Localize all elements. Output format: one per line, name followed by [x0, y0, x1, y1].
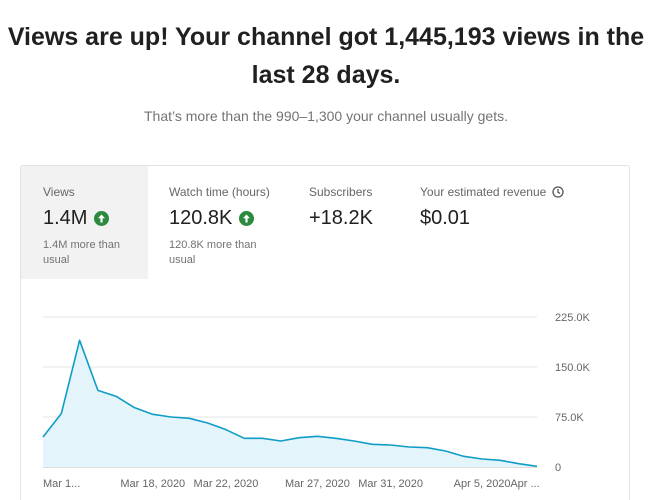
metric-value: $0.01 — [420, 207, 471, 229]
y-tick-label: 0 — [555, 462, 561, 474]
x-tick-label: Mar 22, 2020 — [194, 478, 259, 490]
metric-value: +18.2K — [309, 207, 373, 229]
metric-note: 120.8K more than usual — [169, 239, 257, 266]
series-area — [43, 340, 537, 467]
metric-value-wrap: 120.8K — [169, 207, 283, 230]
y-tick-label: 225.0K — [555, 312, 591, 324]
metric-note: 1.4M more than usual — [43, 239, 121, 266]
metric-value-wrap: $0.01 — [420, 207, 579, 230]
y-tick-label: 75.0K — [555, 412, 584, 424]
x-tick-label: Mar 27, 2020 — [285, 478, 350, 490]
metric-tab-revenue[interactable]: Your estimated revenue $0.01 — [399, 166, 579, 279]
subheadline: That’s more than the 990–1,300 your chan… — [144, 108, 508, 124]
clock-icon[interactable] — [552, 186, 564, 198]
x-tick-label: Apr 5, 2020 — [454, 478, 511, 490]
metric-value: 1.4M — [43, 207, 88, 229]
trend-up-icon — [239, 211, 255, 226]
analytics-card: Views 1.4M 1.4M more than usual Watch ti… — [20, 165, 630, 500]
metric-label-wrap: Your estimated revenue — [420, 185, 579, 199]
metric-value: 120.8K — [169, 207, 233, 229]
metric-label: Your estimated revenue — [420, 185, 547, 199]
metric-tab-watch-time[interactable]: Watch time (hours) 120.8K 120.8K more th… — [148, 166, 283, 279]
trend-up-icon — [94, 211, 110, 226]
x-tick-label: Mar 18, 2020 — [120, 478, 185, 490]
views-chart[interactable]: 0 75.0K 150.0K 225.0K Mar 1... Mar 18, 2020 Ma… — [21, 166, 629, 500]
series-line — [42, 339, 538, 468]
metric-value-wrap: 1.4M — [43, 207, 148, 230]
x-tick-label: Apr ... — [510, 478, 539, 490]
headline: Views are up! Your channel got 1,445,193… — [7, 23, 645, 89]
metric-tab-subscribers[interactable]: Subscribers +18.2K — [288, 166, 398, 279]
x-tick-label: Mar 1... — [43, 478, 80, 490]
metric-label: Watch time (hours) — [169, 185, 270, 199]
metric-label: Views — [43, 185, 75, 199]
metric-value-wrap: +18.2K — [309, 207, 398, 230]
metric-tab-views[interactable]: Views 1.4M 1.4M more than usual — [21, 166, 148, 279]
x-tick-label: Mar 31, 2020 — [358, 478, 423, 490]
y-tick-label: 150.0K — [555, 362, 591, 374]
metric-label: Subscribers — [309, 185, 373, 199]
